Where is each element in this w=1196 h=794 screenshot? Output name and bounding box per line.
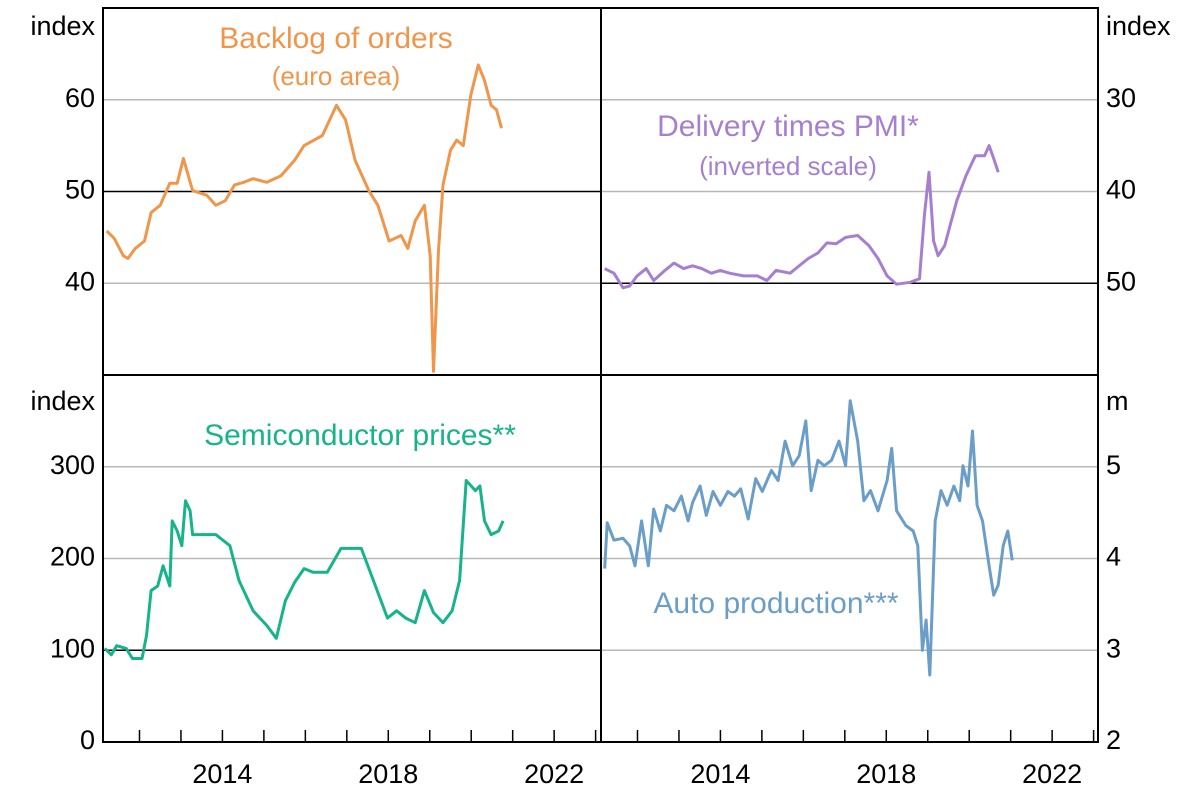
y-tick-label: 5 [1106,450,1121,480]
series-title: Auto production*** [653,587,898,620]
y-tick-label: 0 [80,725,95,755]
series-line [105,63,503,373]
series-line [603,399,1014,677]
x-tick-label: 2018 [358,759,418,789]
series-subtitle: (euro area) [272,61,401,91]
axis-unit-label: m [1106,386,1129,416]
series-title: Delivery times PMI* [657,110,919,143]
y-tick-label: 4 [1106,542,1121,572]
y-tick-label: 2 [1106,725,1121,755]
y-tick-label: 100 [50,633,95,663]
axis-unit-label: index [30,11,95,41]
y-tick-label: 50 [1106,266,1136,296]
series-subtitle: (inverted scale) [699,151,877,181]
axis-unit-label: index [30,386,95,416]
y-tick-label: 300 [50,450,95,480]
x-tick-label: 2022 [524,759,584,789]
y-tick-label: 200 [50,542,95,572]
series-title: Semiconductor prices** [204,419,516,452]
y-tick-label: 30 [1106,83,1136,113]
x-tick-label: 2014 [192,759,252,789]
x-tick-label: 2022 [1022,759,1082,789]
y-tick-label: 40 [65,266,95,296]
x-tick-label: 2014 [690,759,750,789]
y-tick-label: 40 [1106,175,1136,205]
series-title: Backlog of orders [219,22,452,55]
series-line [103,479,505,660]
y-tick-label: 50 [65,175,95,205]
axis-unit-label: index [1106,11,1171,41]
y-tick-label: 60 [65,83,95,113]
y-tick-label: 3 [1106,633,1121,663]
series-line [604,144,1000,290]
x-tick-label: 2018 [856,759,916,789]
